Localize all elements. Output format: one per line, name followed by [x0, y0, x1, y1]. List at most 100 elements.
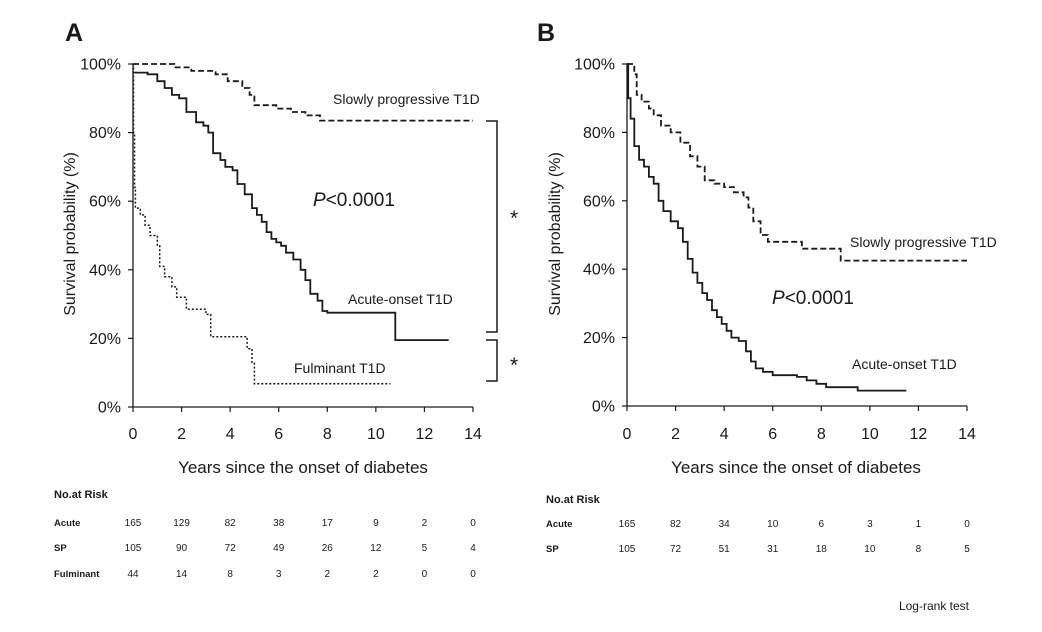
x-tick-label: 12 — [910, 426, 928, 443]
risk-count: 26 — [322, 543, 334, 554]
y-tick-label: 20% — [583, 330, 615, 347]
x-axis-label-b: Years since the onset of diabetes — [671, 458, 921, 477]
risk-count: 90 — [176, 543, 188, 554]
risk-count: 0 — [470, 569, 476, 580]
panel-b: B 0%20%40%60%80%100%0 2 4 6 8 10 12 14 Survival… — [537, 19, 997, 555]
risk-count: 82 — [670, 519, 682, 530]
risk-count: 4 — [470, 543, 476, 554]
risk-count: 8 — [227, 569, 233, 580]
series-label-slowly-progressive-b: Slowly progressive T1D — [850, 234, 997, 250]
y-tick-label: 60% — [89, 194, 121, 211]
y-tick-label: 80% — [583, 125, 615, 142]
risk-count: 0 — [422, 569, 428, 580]
risk-count: 12 — [370, 543, 382, 554]
risk-count: 0 — [964, 519, 970, 530]
y-tick-label: 40% — [583, 262, 615, 279]
p-value-annotation-b: P<0.0001 — [772, 288, 854, 309]
significance-bracket-upper — [486, 120, 498, 333]
risk-count: 2 — [373, 569, 379, 580]
risk-count: 5 — [422, 543, 428, 554]
significance-star-upper: * — [510, 207, 518, 230]
significance-star-lower: * — [510, 354, 518, 377]
risk-count: 2 — [422, 518, 428, 529]
risk-row-label: Fulminant — [54, 569, 100, 580]
x-tick-label: 2 — [177, 426, 186, 443]
risk-count: 6 — [819, 519, 825, 530]
risk-count: 0 — [470, 518, 476, 529]
y-tick-label: 40% — [89, 262, 121, 279]
risk-count: 72 — [225, 543, 237, 554]
x-tick-label: 14 — [464, 426, 482, 443]
risk-count: 8 — [916, 544, 922, 555]
panel-a: A 0% 20% 40% 60% 80% 100% 0 2 4 6 8 10 12 14 Survival… — [54, 19, 518, 580]
risk-count: 129 — [173, 518, 190, 529]
risk-row-label: SP — [54, 543, 67, 554]
series-label-slowly-progressive-a: Slowly progressive T1D — [333, 91, 480, 107]
x-tick-label: 14 — [958, 426, 976, 443]
x-tick-label: 10 — [861, 426, 879, 443]
risk-count: 105 — [125, 543, 142, 554]
risk-count: 9 — [373, 518, 379, 529]
risk-count: 5 — [964, 544, 970, 555]
x-tick-label: 10 — [367, 426, 385, 443]
y-axis-label-a: Survival probability (%) — [62, 152, 79, 316]
risk-count: 14 — [176, 569, 188, 580]
risk-count: 31 — [767, 544, 779, 555]
risk-count: 82 — [225, 518, 237, 529]
survival-curve-dashed — [627, 63, 967, 262]
survival-curve-solid — [627, 63, 907, 392]
risk-row-label: Acute — [546, 519, 572, 530]
x-tick-label: 12 — [416, 426, 434, 443]
y-tick-label: 80% — [89, 125, 121, 142]
risk-count: 165 — [619, 519, 636, 530]
significance-bracket-lower — [486, 339, 498, 382]
risk-count: 105 — [619, 544, 636, 555]
risk-table-title: No.at Risk — [546, 494, 601, 506]
risk-table-title: No.at Risk — [54, 489, 109, 501]
x-tick-label: 8 — [817, 426, 826, 443]
y-tick-label: 0% — [592, 399, 615, 416]
x-tick-label: 4 — [720, 426, 729, 443]
x-tick-label: 0 — [623, 426, 632, 443]
series-label-acute-onset-b: Acute-onset T1D — [852, 356, 957, 372]
survival-curve-dotted — [132, 63, 391, 385]
y-axis-label-b: Survival probability (%) — [547, 152, 564, 316]
panel-letter-b: B — [537, 19, 555, 47]
risk-count: 2 — [325, 569, 331, 580]
risk-count: 72 — [670, 544, 682, 555]
risk-count: 49 — [273, 543, 285, 554]
risk-count: 44 — [127, 569, 139, 580]
risk-count: 34 — [719, 519, 731, 530]
risk-count: 38 — [273, 518, 285, 529]
log-rank-test-note: Log-rank test — [899, 599, 970, 613]
risk-row-label: Acute — [54, 518, 80, 529]
risk-row-label: SP — [546, 544, 559, 555]
risk-count: 165 — [125, 518, 142, 529]
risk-count: 3 — [276, 569, 282, 580]
survival-curve-solid — [133, 71, 449, 341]
x-tick-label: 2 — [671, 426, 680, 443]
risk-count: 51 — [719, 544, 731, 555]
p-value-annotation-a: P<0.0001 — [313, 190, 395, 211]
risk-count: 3 — [867, 519, 873, 530]
risk-count: 17 — [322, 518, 334, 529]
risk-count: 1 — [916, 519, 922, 530]
y-tick-label: 20% — [89, 331, 121, 348]
panel-letter-a: A — [65, 19, 83, 47]
y-tick-label: 0% — [98, 400, 121, 417]
x-tick-label: 6 — [768, 426, 777, 443]
series-label-fulminant-a: Fulminant T1D — [294, 360, 386, 376]
risk-count: 10 — [864, 544, 876, 555]
x-tick-label: 8 — [323, 426, 332, 443]
x-tick-label: 4 — [226, 426, 235, 443]
x-axis-label-a: Years since the onset of diabetes — [178, 458, 428, 477]
risk-count: 18 — [816, 544, 828, 555]
x-tick-label: 0 — [129, 426, 138, 443]
x-tick-label: 6 — [274, 426, 283, 443]
series-label-acute-onset-a: Acute-onset T1D — [348, 291, 453, 307]
risk-count: 10 — [767, 519, 779, 530]
y-tick-label: 100% — [574, 57, 615, 74]
y-tick-label: 60% — [583, 193, 615, 210]
y-tick-label: 100% — [80, 57, 121, 74]
